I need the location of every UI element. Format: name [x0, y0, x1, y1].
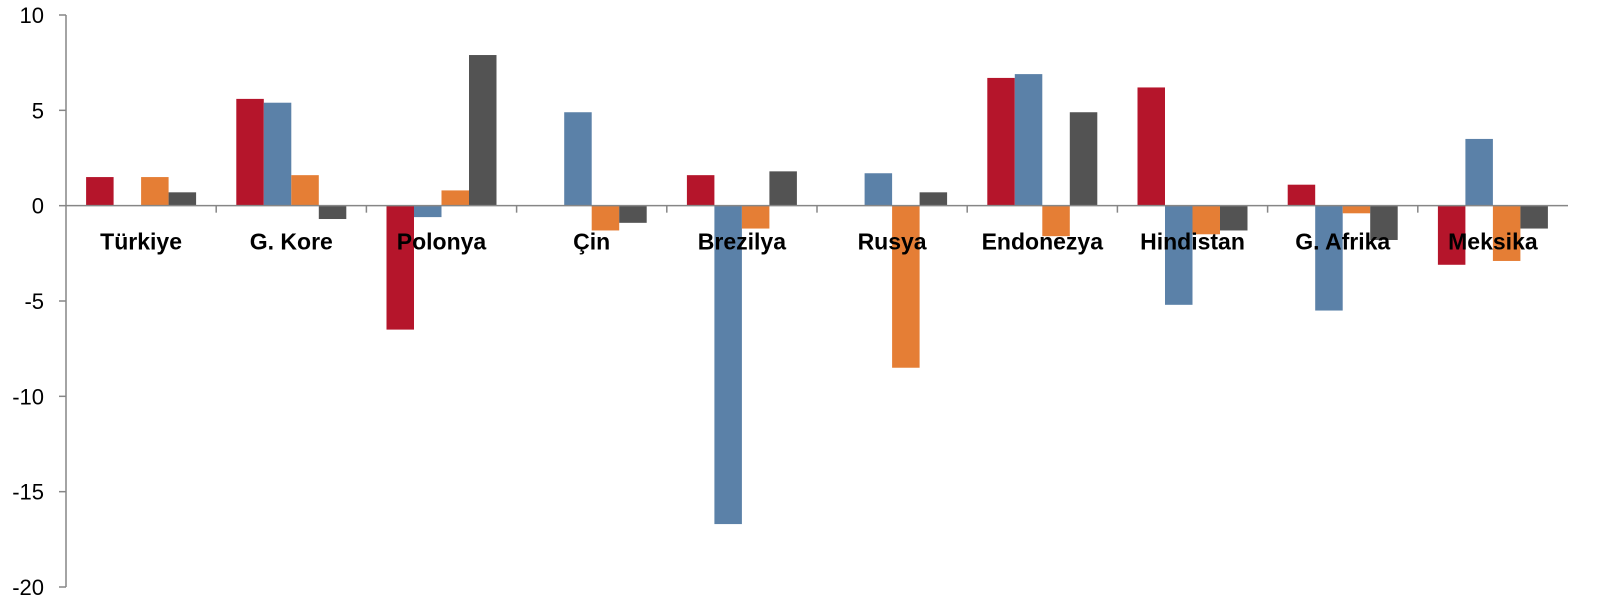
bar-meksika-series-2 [1465, 138, 1493, 206]
bar-polonya-series-2 [414, 205, 442, 218]
bar-rusya-series-3 [892, 205, 920, 368]
bar-endonezya-series-4 [1069, 112, 1098, 206]
bar-g-afrika-series-4 [1370, 205, 1398, 240]
bar-g-kore-series-1 [236, 98, 264, 206]
bar-endonezya-series-2 [1014, 74, 1043, 206]
bar-brezilya-series-4 [769, 171, 797, 206]
bar-polonya-series-3 [441, 190, 469, 206]
bar-rusya-series-2 [864, 173, 893, 206]
bar-polonya-series-1 [386, 205, 414, 330]
bar-brezilya-series-2 [714, 205, 742, 525]
bar-g-kore-series-2 [263, 102, 292, 206]
bar-meksika-series-1 [1437, 205, 1466, 265]
bar-brezilya-series-3 [741, 205, 770, 229]
y-tick-label: -5 [24, 289, 44, 314]
x-category-label: Rusya [858, 229, 927, 255]
bar-g-afrika-series-1 [1287, 184, 1316, 206]
bar-hindistan-series-3 [1192, 205, 1220, 235]
label-layer: 10 5 0 -5 -10 -15 -20 Türkiye G. Kore Polonya Çin B… [12, 3, 1538, 600]
bar-brezilya-series-1 [686, 175, 715, 206]
bar-g-afrika-series-3 [1342, 205, 1371, 214]
bar-meksika-series-3 [1492, 205, 1521, 261]
bar-g-kore-series-4 [318, 205, 347, 220]
bar-g-afrika-series-2 [1315, 205, 1343, 311]
y-tick-label: 10 [20, 3, 44, 28]
axes-layer [59, 14, 1568, 588]
x-category-label: G. Afrika [1295, 229, 1390, 255]
x-category-label: Türkiye [100, 229, 182, 255]
bar-çin-series-3 [591, 205, 620, 231]
y-tick-label: -15 [12, 480, 44, 505]
x-category-label: G. Kore [250, 229, 333, 255]
bar-endonezya-series-3 [1042, 205, 1070, 237]
y-tick-label: -10 [12, 384, 44, 409]
bar-türkiye-series-4 [168, 192, 197, 206]
x-category-label: Polonya [397, 229, 487, 255]
x-category-label: Endonezya [982, 229, 1104, 255]
bar-çin-series-4 [619, 205, 647, 223]
bar-layer [86, 55, 1548, 525]
x-category-label: Hindistan [1140, 229, 1245, 255]
bar-hindistan-series-2 [1165, 205, 1193, 305]
x-category-label: Meksika [1448, 229, 1538, 255]
bar-hindistan-series-4 [1220, 205, 1248, 231]
bar-g-kore-series-3 [291, 175, 319, 206]
bar-meksika-series-4 [1520, 205, 1548, 229]
x-category-label: Brezilya [698, 229, 786, 255]
y-tick-label: -20 [12, 575, 44, 600]
bar-endonezya-series-1 [987, 77, 1015, 206]
bar-türkiye-series-1 [86, 177, 114, 206]
y-tick-label: 0 [32, 194, 44, 219]
x-category-label: Çin [573, 229, 610, 255]
bar-hindistan-series-1 [1137, 87, 1165, 206]
bar-rusya-series-4 [919, 192, 948, 206]
y-tick-label: 5 [32, 98, 44, 123]
bar-çin-series-2 [564, 112, 592, 206]
bar-polonya-series-4 [469, 55, 497, 206]
bar-türkiye-series-3 [141, 177, 169, 206]
